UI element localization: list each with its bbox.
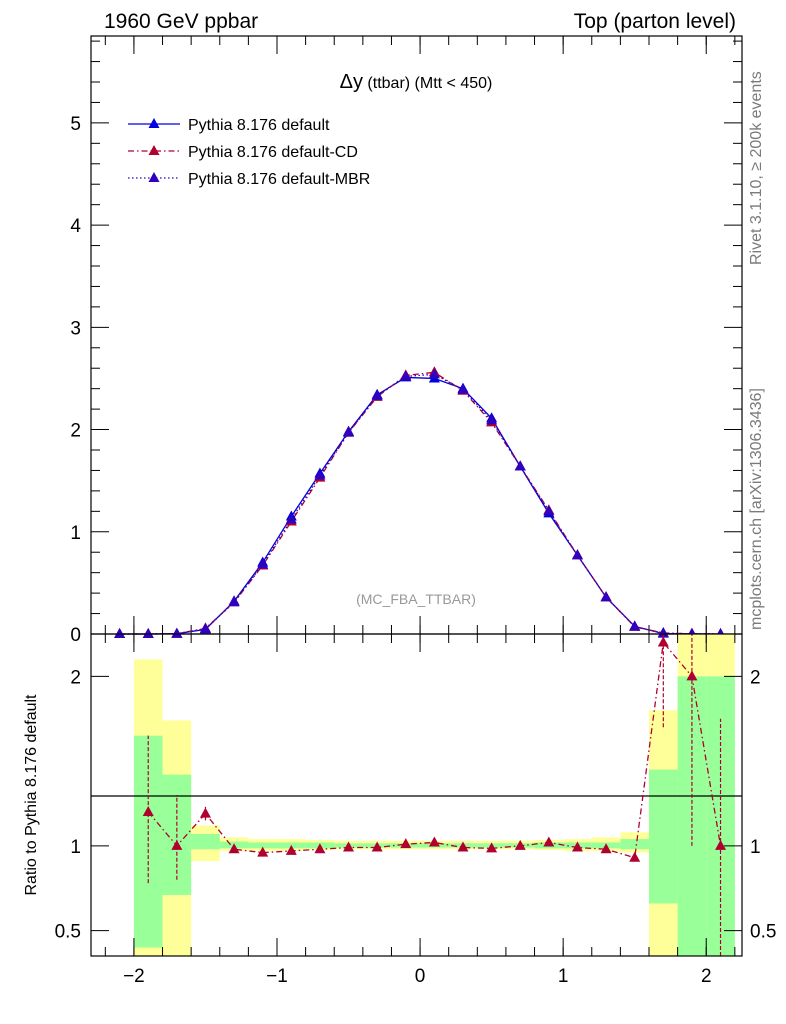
ratio-xtick-label: 2 bbox=[701, 966, 712, 987]
main-marker-series-2 bbox=[171, 627, 183, 638]
main-marker-series-2 bbox=[314, 469, 326, 480]
ratio-marker bbox=[715, 839, 727, 850]
main-marker-series-2 bbox=[228, 596, 240, 607]
ratio-bands bbox=[133, 634, 735, 956]
main-ytick-label: 1 bbox=[70, 523, 81, 544]
ratio-marker bbox=[486, 842, 498, 853]
ratio-marker bbox=[600, 843, 612, 854]
ratio-xtick-label: −1 bbox=[266, 966, 288, 987]
legend-marker-2 bbox=[148, 172, 160, 182]
main-marker-series-2 bbox=[543, 505, 555, 516]
ratio-marker bbox=[514, 839, 526, 850]
ratio-marker bbox=[285, 844, 297, 855]
ratio-band-green bbox=[133, 735, 163, 948]
ratio-marker bbox=[171, 839, 183, 850]
ratio-marker bbox=[543, 836, 555, 847]
ratio-marker bbox=[457, 841, 469, 852]
legend-marker-1 bbox=[148, 145, 160, 155]
ratio-frame bbox=[90, 633, 743, 957]
main-marker-series-2 bbox=[514, 460, 526, 471]
rivet-label: Rivet 3.1.10, ≥ 200k events bbox=[748, 71, 765, 265]
ratio-marker bbox=[257, 846, 269, 857]
watermark: (MC_FBA_TTBAR) bbox=[356, 591, 476, 607]
main-ytick-label: 4 bbox=[70, 216, 81, 237]
main-marker-series-2 bbox=[428, 368, 440, 379]
main-marker-series-2 bbox=[371, 389, 383, 400]
main-marker-series-2 bbox=[199, 622, 211, 633]
ratio-xtick-label: 1 bbox=[558, 966, 569, 987]
legend-label-0: Pythia 8.176 default bbox=[188, 117, 330, 134]
legend-label-1: Pythia 8.176 default-CD bbox=[188, 144, 358, 161]
ratio-ytick-label: 0.5 bbox=[55, 922, 81, 943]
ratio-marker bbox=[686, 670, 698, 681]
ratio-axes: 0.5 0.5 1 1 2 2 −2 −1 0 1 2 bbox=[55, 634, 776, 987]
mcplots-label: mcplots.cern.ch [arXiv:1306.3436] bbox=[748, 388, 765, 630]
main-marker-series-2 bbox=[257, 558, 269, 569]
header-right: Top (parton level) bbox=[574, 10, 736, 33]
main-title-text: (ttbar) (Mtt < 450) bbox=[363, 75, 492, 92]
ratio-panel: 0.5 0.5 1 1 2 2 −2 −1 0 1 2 Ratio to Pythia 8.176 … bbox=[23, 633, 776, 987]
main-marker-series-2 bbox=[571, 549, 583, 560]
main-marker-series-2 bbox=[600, 591, 612, 602]
main-series bbox=[114, 366, 727, 638]
ratio-line bbox=[147, 640, 722, 859]
legend-label-2: Pythia 8.176 default-MBR bbox=[188, 171, 370, 188]
main-marker-series-2 bbox=[343, 426, 355, 437]
ratio-marker bbox=[400, 838, 412, 849]
ratio-ylabel: Ratio to Pythia 8.176 default bbox=[23, 694, 40, 896]
main-axes: 0 1 2 3 4 5 bbox=[70, 36, 742, 646]
ratio-xtick-label: 0 bbox=[415, 966, 426, 987]
main-marker-series-2 bbox=[629, 620, 641, 631]
main-marker-series-2 bbox=[114, 628, 126, 638]
ratio-ytick-label-right: 1 bbox=[750, 837, 761, 858]
ratio-marker bbox=[228, 843, 240, 854]
main-ytick-label: 3 bbox=[70, 318, 81, 339]
ratio-band-green bbox=[191, 833, 220, 850]
ratio-xtick-label: −2 bbox=[123, 966, 145, 987]
legend-marker-0 bbox=[148, 118, 160, 128]
ratio-ytick-label-right: 0.5 bbox=[750, 922, 776, 943]
ratio-band-green bbox=[248, 842, 277, 849]
ratio-ytick-label: 2 bbox=[70, 667, 81, 688]
ratio-marker bbox=[314, 843, 326, 854]
main-title-symbol: Δy bbox=[340, 71, 363, 93]
main-ytick-label: 0 bbox=[70, 625, 81, 646]
legend: Pythia 8.176 default Pythia 8.176 default… bbox=[128, 117, 370, 188]
main-ytick-label: 2 bbox=[70, 421, 81, 442]
main-marker-series-2 bbox=[457, 383, 469, 394]
ratio-band-green bbox=[620, 839, 649, 850]
main-marker-series-2 bbox=[657, 627, 669, 638]
main-ytick-label: 5 bbox=[70, 114, 81, 135]
ratio-marker bbox=[371, 841, 383, 852]
main-marker-series-2 bbox=[400, 370, 412, 381]
ratio-marker bbox=[657, 636, 669, 647]
ratio-marker bbox=[629, 851, 641, 862]
ratio-ytick-label: 1 bbox=[70, 837, 81, 858]
main-title: Δy (ttbar) (Mtt < 450) bbox=[340, 71, 493, 93]
main-panel: Δy (ttbar) (Mtt < 450) (MC_FBA_TTBAR) 0 1… bbox=[70, 35, 743, 646]
main-marker-series-2 bbox=[285, 513, 297, 524]
main-marker-series-2 bbox=[486, 414, 498, 425]
ratio-marker bbox=[571, 841, 583, 852]
ratio-ytick-label-right: 2 bbox=[750, 667, 761, 688]
header-left: 1960 GeV ppbar bbox=[104, 10, 258, 33]
ratio-band-green bbox=[649, 769, 678, 904]
ratio-marker bbox=[428, 836, 440, 847]
ratio-marker bbox=[199, 807, 211, 818]
main-marker-series-2 bbox=[142, 628, 154, 638]
ratio-marker bbox=[142, 805, 154, 816]
ratio-series bbox=[142, 634, 727, 956]
main-line-series-1 bbox=[119, 371, 721, 635]
ratio-marker bbox=[343, 841, 355, 852]
